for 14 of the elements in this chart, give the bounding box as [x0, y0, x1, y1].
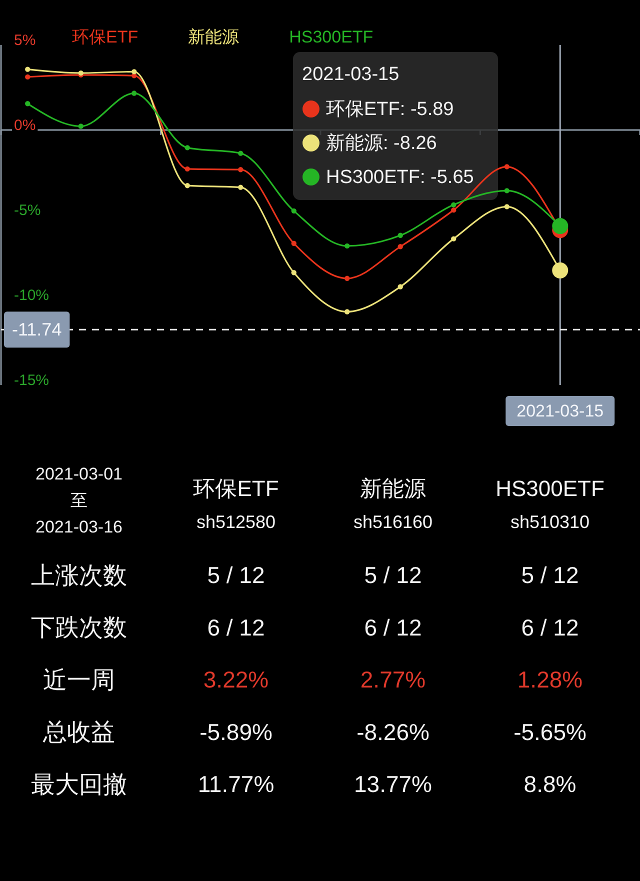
ref-line-label: -11.74 [4, 312, 70, 348]
annotation: 新能源: -8.26 [326, 133, 437, 154]
y-tick-label: 5% [12, 32, 38, 50]
legend: 环保ETF 新能源 HS300ETF [72, 27, 374, 46]
annotation: 2021-03-15 [302, 64, 400, 86]
y-tick-label: -5% [12, 202, 43, 220]
ref-line-label: -11.74 [12, 319, 62, 340]
y-tick-label: -15% [12, 372, 52, 390]
table: 2021-03-01 至 2021-03-16 环保ETF sh512580 新能源 sh516160 HS300ETF sh510310 上涨次数 5 / 12 5 / 12 5 / 12 下跌次数 6 / 12 6 / 12 6 / 12 近一周 3.22% 2.77% 1.28% 总收益 -5.89% -8.26% -5.65% 最大回撤 11.77% 13.77% 8.8% [31, 464, 604, 798]
annotation: HS300ETF: -5.65 [326, 167, 474, 188]
annotation: 环保ETF: -5.89 [326, 99, 454, 120]
x-tick-label: 2021-03-15 [516, 401, 604, 420]
x-tick-label: 2021-03-15 [506, 396, 615, 426]
y-tick-label: -10% [12, 286, 52, 305]
